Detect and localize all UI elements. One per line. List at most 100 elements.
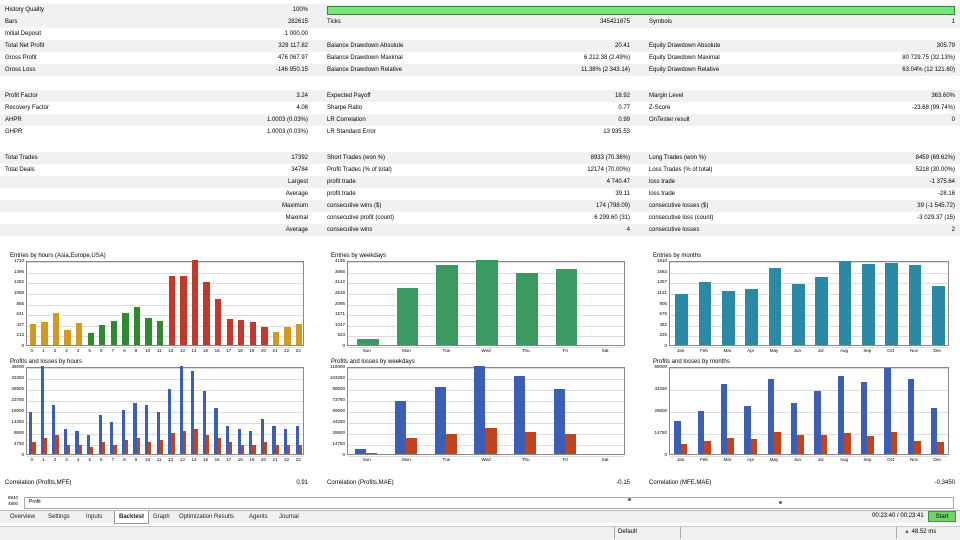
stat-group-label: Maximal [285,215,308,221]
loss-bar [680,443,688,454]
profit-point [779,501,782,504]
profit-bar [156,412,160,454]
y-tick-label: 2095 [334,300,345,306]
loss-bar [525,431,537,454]
y-tick-label: 0 [342,452,345,457]
stats-row: Profit Factor 3.24 Expected Payoff 18.92 Mar… [0,90,960,102]
loss-bar [485,427,497,454]
loss-bar [55,435,59,454]
gridline [27,336,303,338]
gridline [27,379,303,380]
profit-bar [814,391,821,454]
loss-bar [704,440,711,454]
y-tick-label: 523 [337,332,345,338]
start-button[interactable]: Start [928,511,956,522]
x-tick-label: 7 [111,348,115,353]
bar [41,322,48,345]
x-tick-label: Sun [362,457,371,462]
gridline [670,315,948,317]
profit-strip-label: Profit [29,499,41,505]
profile-label[interactable]: Default [618,529,638,535]
profit-graph-strip[interactable]: Profit [24,497,954,509]
stat-group-label: Maximum [281,203,308,209]
x-tick-label: 15 [203,457,209,462]
plot-area [669,260,949,348]
profit-bar [355,448,367,454]
y-tick-label: 88500 [332,386,345,391]
y-tick-label: 226 [659,332,667,338]
gridline [670,434,948,435]
stat-value: 1 [951,19,955,25]
gridline [27,456,303,457]
connection-status[interactable]: ▲ 48.52 ms [904,529,936,535]
profit-bar [52,405,56,454]
stat-label: Ticks [327,19,341,25]
gridline [27,390,303,391]
profit-bar [907,379,915,454]
status-bar [0,526,960,540]
stat-value: 5218 (30.00%) [915,167,955,173]
loss-bar [171,433,175,454]
x-tick-label: 6 [100,348,103,353]
bar [99,325,106,345]
stat-value: 11.38% (2 343.14) [581,67,630,73]
tab-optimization-results[interactable]: Optimization Results [179,514,235,520]
profit-bar [202,391,207,454]
tab-graph[interactable]: Graph [153,514,170,520]
y-tick-label: 1810 [656,258,667,263]
gridline [348,456,624,457]
gridline [670,262,948,263]
tab-backtest[interactable]: Backtest [114,511,150,524]
profit-bar [249,430,253,454]
stat-value: 39.11 [615,191,630,197]
loss-bar [136,437,140,454]
x-tick-label: Aug [839,348,848,353]
stat-label: Balance Drawdown Maximal [327,55,403,61]
loss-bar [366,452,378,454]
bar [145,317,152,345]
y-tick-label: 452 [659,321,667,327]
x-tick-label: Dec [933,457,942,462]
tab-journal[interactable]: Journal [279,514,299,520]
bar [296,324,303,345]
bar [75,323,83,345]
stats-row: Total Net Profit 329 117.82 Balance Drawdo… [0,40,960,52]
chart-title: Profits and losses by hours [10,359,83,365]
y-tick-label: 1068 [13,289,24,295]
tab-agents[interactable]: Agents [249,514,268,520]
stat-label: profit trade [327,179,356,185]
y-tick-label: 14250 [11,419,24,424]
stat-label: Initial Deposit [5,31,42,37]
loss-bar [217,437,221,454]
stat-label: consecutive profit (count) [327,215,395,221]
status-separator [680,527,681,539]
stat-label: Total Net Profit [5,43,45,49]
profit-bar [434,386,446,454]
tab-inputs[interactable]: Inputs [86,514,103,520]
x-tick-label: 16 [214,348,220,353]
stat-value: -3 029.37 (15) [917,215,955,221]
stat-label: LR Correlation [327,117,366,123]
loss-bar [797,434,804,454]
bar [931,285,945,345]
tab-overview[interactable]: Overview [10,514,36,520]
tab-settings[interactable]: Settings [48,514,70,520]
bar [191,260,199,345]
profit-bar [283,428,288,454]
gridline [670,456,948,457]
x-tick-label: 17 [226,457,232,462]
stats-row: AHPR 1.0003 (0.03%) LR Correlation 0.99 OnTe… [0,114,960,126]
gridline [27,304,303,306]
x-tick-label: Jan [677,457,685,462]
stat-value: 12174 (70.00%) [587,167,630,173]
bar [675,294,689,345]
loss-bar [32,442,36,454]
profit-bar [260,419,264,454]
profit-bar [40,366,44,454]
loss-bar [774,431,781,454]
x-tick-label: Mon [402,457,411,462]
chart-entries-weekdays: Entries by weekdays 4195 3666 3142 2618 2095 1… [321,253,631,358]
bar [122,312,129,345]
y-tick-label: 855 [16,300,24,306]
